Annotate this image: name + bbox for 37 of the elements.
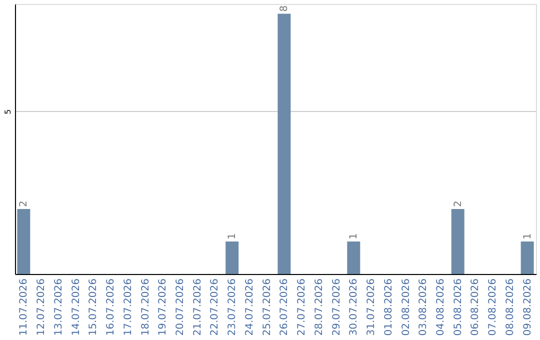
- x-tick-label: 16.07.2026: [106, 278, 117, 336]
- x-tick-label: 24.07.2026: [244, 278, 256, 336]
- data-label: 2: [452, 200, 464, 207]
- x-tick-label: 08.08.2026: [504, 278, 516, 336]
- x-tick-label: 07.08.2026: [488, 278, 499, 336]
- x-tick-label: 05.08.2026: [452, 278, 464, 336]
- x-tick-label: 09.08.2026: [522, 278, 534, 336]
- x-tick-label: 23.07.2026: [227, 278, 238, 336]
- data-label: 1: [522, 233, 534, 240]
- x-tick-label: 25.07.2026: [262, 278, 273, 336]
- x-tick-label: 03.08.2026: [418, 278, 430, 336]
- x-tick-label: 26.07.2026: [279, 278, 290, 336]
- x-tick-label: 30.07.2026: [348, 278, 360, 336]
- y-tick-label: 5: [4, 109, 12, 114]
- x-tick-label: 02.08.2026: [400, 278, 412, 336]
- x-tick-label: 12.07.2026: [36, 278, 48, 336]
- x-tick-label: 31.07.2026: [366, 278, 378, 336]
- x-tick-label: 29.07.2026: [331, 278, 342, 336]
- x-tick-label: 01.08.2026: [383, 278, 394, 336]
- x-tick-label: 13.07.2026: [53, 278, 64, 336]
- x-tick-label: 27.07.2026: [296, 278, 308, 336]
- x-tick-label: 18.07.2026: [140, 278, 152, 336]
- data-label: 1: [227, 233, 238, 240]
- x-tick-label: 11.07.2026: [18, 278, 30, 336]
- x-tick-label: 15.07.2026: [88, 278, 100, 336]
- x-tick-label: 17.07.2026: [122, 278, 134, 336]
- data-label: 8: [279, 5, 290, 12]
- x-tick-label: 06.08.2026: [470, 278, 482, 336]
- data-label: 2: [18, 200, 30, 207]
- data-label: 1: [348, 233, 360, 240]
- x-tick-label: 22.07.2026: [210, 278, 221, 336]
- x-tick-label: 20.07.2026: [174, 278, 186, 336]
- x-tick-label: 21.07.2026: [192, 278, 204, 336]
- x-tick-label: 04.08.2026: [435, 278, 446, 336]
- x-tick-label: 14.07.2026: [70, 278, 82, 336]
- x-tick-label: 19.07.2026: [158, 278, 169, 336]
- x-tick-label: 28.07.2026: [314, 278, 325, 336]
